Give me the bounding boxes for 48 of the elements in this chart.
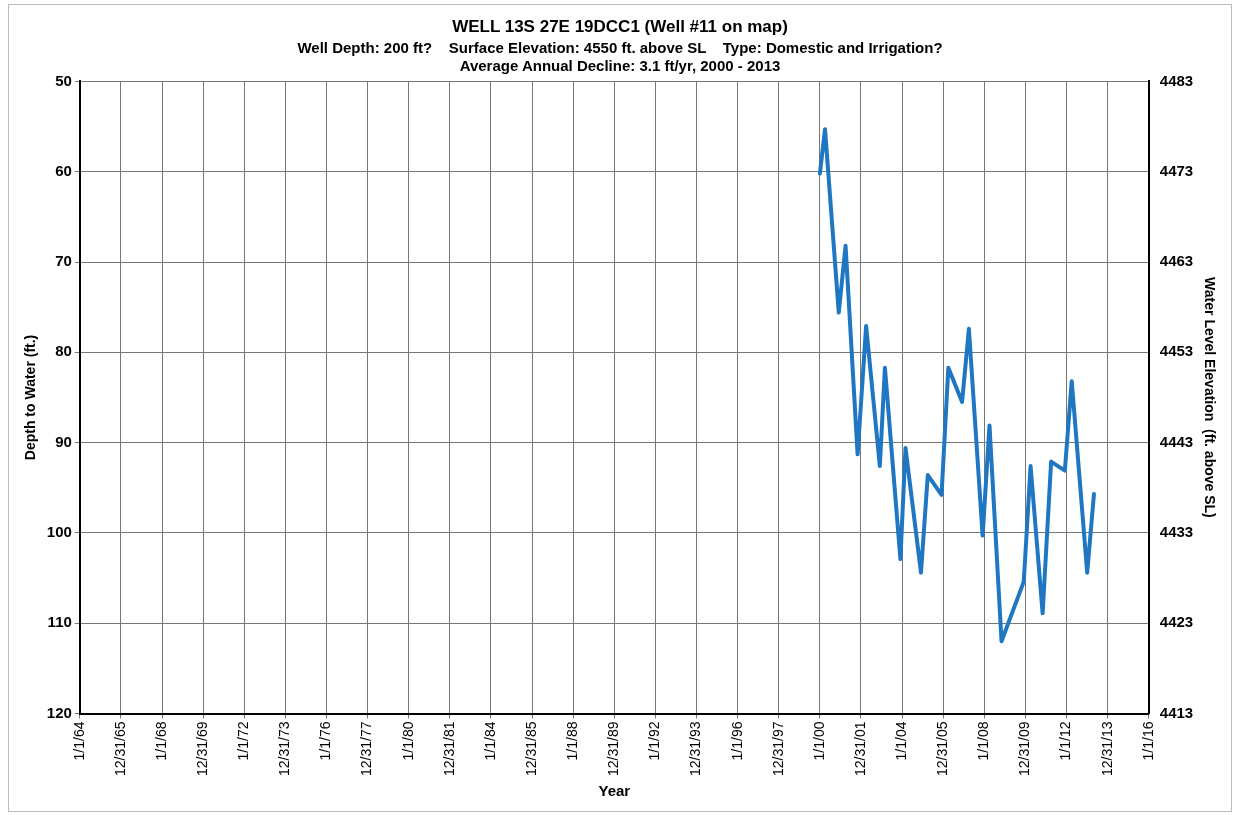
x-axis-title: Year <box>598 782 631 800</box>
chart-subtitle: Well Depth: 200 ft? Surface Elevation: 4550 ft. above SL Type: Domestic and Irrigation? Average Annual Decline: 3.1 ft/yr, 2000 - 2013 <box>297 38 943 74</box>
y-tick-label: 120 <box>46 703 72 721</box>
y2-tick-label: 4483 <box>1159 71 1194 89</box>
y2-tick-label: 4433 <box>1159 523 1194 541</box>
chart-title: WELL 13S 27E 19DCC1 (Well #11 on map) <box>452 16 788 36</box>
x-tick-label: 1/1/92 <box>646 721 663 761</box>
y2-tick-label: 4443 <box>1159 432 1194 450</box>
y2-tick-label: 4463 <box>1159 252 1194 270</box>
y-tick-label: 70 <box>55 252 72 270</box>
x-tick-label: 1/1/16 <box>1139 721 1156 761</box>
x-tick-label: 12/31/73 <box>276 721 293 776</box>
y-tick-label: 110 <box>47 613 72 631</box>
y2-tick-label: 4453 <box>1159 342 1194 360</box>
x-tick-label: 1/1/76 <box>317 721 334 761</box>
x-tick-label: 1/1/00 <box>810 721 827 761</box>
x-tick-label: 1/1/96 <box>728 721 745 761</box>
x-tick-label: 1/1/72 <box>235 721 252 761</box>
x-tick-label: 12/31/89 <box>605 721 622 776</box>
x-tick-label: 12/31/13 <box>1098 721 1115 776</box>
y-tick-label: 80 <box>55 342 72 360</box>
x-tick-label: 12/31/01 <box>851 721 868 776</box>
x-tick-label: 12/31/97 <box>769 721 786 776</box>
x-tick-label: 12/31/81 <box>440 721 457 776</box>
y2-tick-label: 4473 <box>1159 161 1194 179</box>
x-tick-label: 12/31/93 <box>687 721 704 776</box>
x-tick-label: 1/1/08 <box>975 721 992 761</box>
y2-axis-title: Water Level Elevation (ft. above SL) <box>1201 277 1218 518</box>
x-tick-label: 12/31/77 <box>358 721 375 776</box>
x-tick-label: 12/31/69 <box>194 721 210 776</box>
y-axis-title: Depth to Water (ft.) <box>22 334 39 461</box>
y-tick-label: 100 <box>46 523 72 541</box>
x-tick-label: 12/31/65 <box>111 721 128 776</box>
x-tick-label: 1/1/68 <box>152 721 169 761</box>
x-tick-label: 1/1/84 <box>481 721 498 761</box>
x-tick-label: 12/31/85 <box>522 721 539 776</box>
y-tick-label: 60 <box>55 161 72 179</box>
y-tick-label: 50 <box>55 71 72 89</box>
y2-tick-label: 4413 <box>1159 703 1194 721</box>
x-tick-label: 1/1/80 <box>399 721 416 761</box>
x-tick-label: 1/1/64 <box>70 721 87 761</box>
y2-tick-label: 4423 <box>1159 613 1194 631</box>
y-tick-label: 90 <box>55 432 72 450</box>
x-tick-label: 1/1/04 <box>893 721 909 761</box>
x-tick-label: 12/31/09 <box>1016 721 1033 776</box>
x-tick-label: 12/31/05 <box>934 721 951 776</box>
x-tick-label: 1/1/88 <box>564 721 581 761</box>
x-tick-label: 1/1/12 <box>1057 721 1074 761</box>
